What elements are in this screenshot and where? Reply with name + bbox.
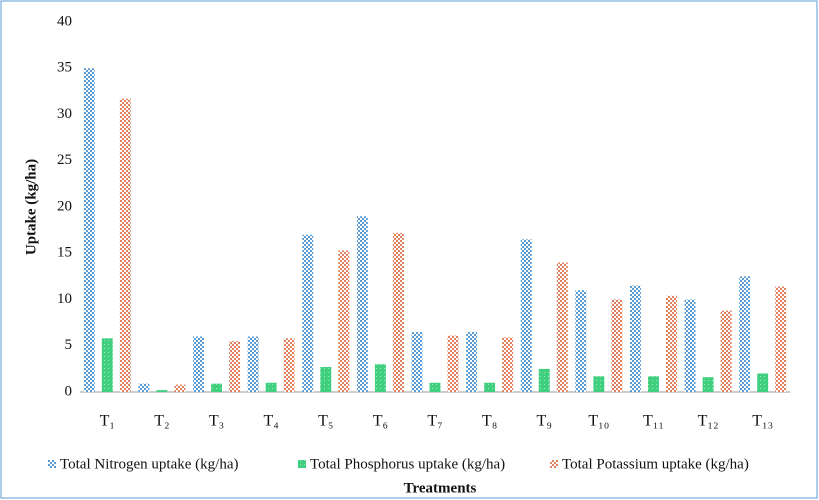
legend-label: Total Phosphorus uptake (kg/ha)	[310, 456, 505, 472]
bar	[739, 276, 751, 392]
y-tick-label: 25	[57, 152, 72, 168]
x-tick-label: T₅	[318, 413, 333, 430]
bar	[302, 234, 314, 392]
x-tick-label: T₁₃	[752, 413, 773, 430]
x-tick-label: T₉	[537, 413, 552, 430]
bar	[538, 368, 550, 392]
bar	[666, 295, 677, 392]
legend-marker	[298, 460, 306, 468]
x-tick-label: T₁₁	[643, 413, 664, 430]
bar	[757, 373, 769, 392]
bar	[629, 285, 641, 392]
bar	[466, 331, 478, 392]
x-tick-label: T₁₀	[588, 413, 609, 430]
x-axis-title: Treatments	[404, 480, 477, 496]
x-tick-label: T₂	[154, 413, 169, 430]
bar	[556, 262, 568, 392]
y-axis-title: Uptake (kg/ha)	[23, 159, 39, 255]
legend-marker	[48, 460, 56, 468]
legend-label: Total Nitrogen uptake (kg/ha)	[60, 456, 238, 472]
x-tick-label: T₆	[373, 413, 388, 430]
bar	[392, 232, 404, 392]
legend-marker	[550, 460, 558, 468]
y-tick-label: 20	[57, 198, 72, 214]
bar	[775, 286, 787, 392]
bar	[211, 383, 222, 392]
bar	[684, 299, 696, 392]
bar	[247, 336, 259, 392]
bar	[575, 290, 587, 392]
bar	[502, 337, 514, 392]
y-tick-label: 30	[57, 106, 72, 122]
y-tick-label: 40	[57, 13, 72, 29]
bar	[193, 336, 204, 392]
bar	[320, 367, 332, 392]
bar	[356, 216, 368, 392]
bar	[265, 382, 277, 392]
bar	[447, 335, 459, 392]
bar	[119, 98, 131, 393]
y-tick-label: 5	[65, 337, 73, 353]
bar	[484, 382, 496, 392]
y-tick-label: 0	[65, 383, 73, 399]
bar	[338, 250, 350, 392]
legend-label: Total Potassium uptake (kg/ha)	[562, 456, 749, 472]
x-tick-label: T₇	[427, 413, 442, 430]
bar	[138, 383, 150, 392]
bar	[720, 310, 732, 392]
bar	[374, 364, 386, 392]
bar	[83, 68, 95, 392]
x-tick-label: T₄	[263, 413, 279, 430]
x-tick-label: T₃	[209, 413, 224, 430]
bar	[156, 390, 168, 392]
bar	[593, 376, 605, 392]
x-tick-label: T₈	[482, 413, 497, 430]
bar	[229, 341, 241, 392]
bar	[648, 376, 659, 392]
y-tick-label: 10	[57, 291, 72, 307]
bar	[283, 338, 295, 392]
bar	[174, 384, 186, 392]
y-tick-label: 15	[57, 245, 72, 261]
bar	[611, 299, 623, 392]
bar	[702, 377, 714, 392]
bar	[520, 239, 532, 392]
x-tick-label: T₁	[100, 413, 115, 430]
bar	[411, 331, 423, 392]
bar	[429, 382, 441, 392]
x-tick-label: T₁₂	[698, 413, 719, 430]
y-tick-label: 35	[57, 60, 72, 76]
bar	[101, 338, 113, 392]
